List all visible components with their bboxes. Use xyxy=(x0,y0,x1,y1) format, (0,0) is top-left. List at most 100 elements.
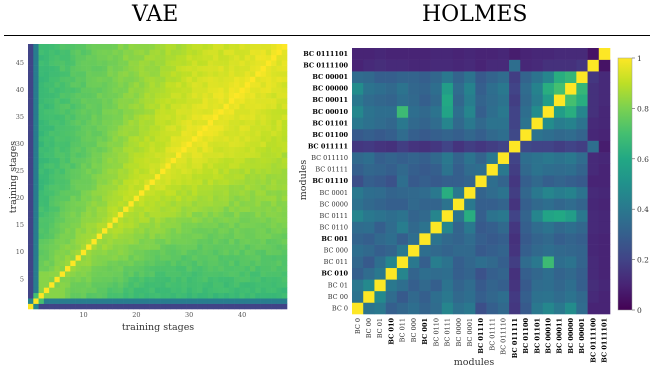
vae-cell xyxy=(255,60,261,66)
holmes-cell xyxy=(475,279,487,292)
vae-cell xyxy=(80,125,87,131)
vae-cell xyxy=(244,265,251,272)
vae-cell xyxy=(213,92,219,99)
vae-cell xyxy=(271,157,277,164)
vae-cell xyxy=(128,292,135,299)
holmes-cell xyxy=(352,71,364,83)
holmes-cell xyxy=(497,221,510,234)
holmes-cell xyxy=(408,256,420,269)
vae-cell xyxy=(197,162,203,169)
vae-cell xyxy=(170,152,177,158)
vae-cell xyxy=(86,260,92,267)
vae-cell xyxy=(165,54,172,61)
vae-cell xyxy=(139,206,145,212)
vae-cell xyxy=(96,98,103,104)
vae-cell xyxy=(271,162,277,169)
vae-cell xyxy=(207,238,214,245)
vae-cell xyxy=(149,233,156,239)
vae-cell xyxy=(271,184,277,191)
holmes-cell xyxy=(374,128,386,141)
vae-cell xyxy=(96,60,103,66)
vae-cell xyxy=(59,281,66,288)
vae-cell xyxy=(154,44,161,50)
vae-cell xyxy=(218,60,224,66)
vae-cell xyxy=(144,103,150,110)
vae-cell xyxy=(207,60,214,66)
vae-cell xyxy=(102,211,108,218)
holmes-cell xyxy=(475,267,487,280)
vae-cell xyxy=(86,179,92,185)
holmes-cell xyxy=(509,140,521,153)
vae-cell xyxy=(54,98,61,104)
vae-cell xyxy=(234,54,240,61)
vae-cell xyxy=(250,119,256,126)
vae-cell xyxy=(202,298,209,304)
vae-cell xyxy=(197,44,203,50)
vae-cell xyxy=(33,130,39,137)
vae-cell xyxy=(218,298,224,304)
vae-cell xyxy=(33,60,39,66)
vae-cell xyxy=(276,222,283,229)
vae-cell xyxy=(112,157,119,164)
vae-cell xyxy=(170,298,177,304)
holmes-cell xyxy=(497,233,510,245)
vae-cell xyxy=(197,244,203,250)
holmes-cell xyxy=(441,198,454,211)
vae-cell xyxy=(213,119,219,126)
holmes-cell xyxy=(553,140,566,153)
vae-cell xyxy=(197,292,203,299)
holmes-cell xyxy=(565,221,577,234)
vae-cell xyxy=(70,179,76,185)
vae-cell xyxy=(96,135,103,142)
vae-cell xyxy=(207,157,214,164)
vae-cell xyxy=(65,108,71,115)
vae-cell xyxy=(186,173,193,180)
vae-cell xyxy=(255,249,261,256)
vae-cell xyxy=(139,87,145,93)
vae-cell xyxy=(54,173,61,180)
vae-cell xyxy=(191,81,198,88)
vae-cell xyxy=(271,281,277,288)
holmes-y-axis-label: modules xyxy=(298,160,309,201)
vae-cell xyxy=(107,292,113,299)
vae-cell xyxy=(49,103,55,110)
vae-cell xyxy=(271,49,277,56)
vae-cell xyxy=(271,227,277,234)
vae-cell xyxy=(59,292,66,299)
vae-cell xyxy=(59,244,66,250)
vae-cell xyxy=(181,217,187,223)
holmes-cell xyxy=(509,128,521,141)
holmes-cell xyxy=(475,244,487,257)
vae-cell xyxy=(181,298,187,304)
vae-cell xyxy=(228,65,235,72)
vae-cell xyxy=(112,179,119,185)
vae-cell xyxy=(102,141,108,148)
vae-cell xyxy=(250,227,256,234)
vae-cell xyxy=(281,60,288,66)
vae-cell xyxy=(223,87,230,93)
holmes-cell xyxy=(553,290,566,303)
vae-cell xyxy=(96,114,103,121)
vae-cell xyxy=(170,206,177,212)
vae-cell xyxy=(176,200,182,207)
vae-cell xyxy=(260,200,267,207)
holmes-cell xyxy=(565,163,577,176)
vae-cell xyxy=(191,98,198,104)
vae-cell xyxy=(70,162,76,169)
vae-cell xyxy=(91,162,98,169)
vae-cell xyxy=(228,71,235,77)
vae-cell xyxy=(133,146,140,153)
vae-cell xyxy=(144,244,150,250)
holmes-y-module-label: BC 0111100 xyxy=(303,62,348,70)
vae-cell xyxy=(181,276,187,283)
vae-cell xyxy=(186,92,193,99)
vae-cell xyxy=(250,49,256,56)
vae-cell xyxy=(271,173,277,180)
vae-y-tick-label: 35 xyxy=(16,113,24,121)
holmes-cell xyxy=(363,163,375,176)
holmes-cell xyxy=(452,59,465,72)
vae-cell xyxy=(80,92,87,99)
vae-cell xyxy=(239,60,246,66)
vae-cell xyxy=(59,98,66,104)
vae-cell xyxy=(59,254,66,261)
